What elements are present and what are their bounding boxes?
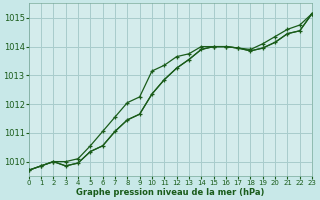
X-axis label: Graphe pression niveau de la mer (hPa): Graphe pression niveau de la mer (hPa): [76, 188, 265, 197]
